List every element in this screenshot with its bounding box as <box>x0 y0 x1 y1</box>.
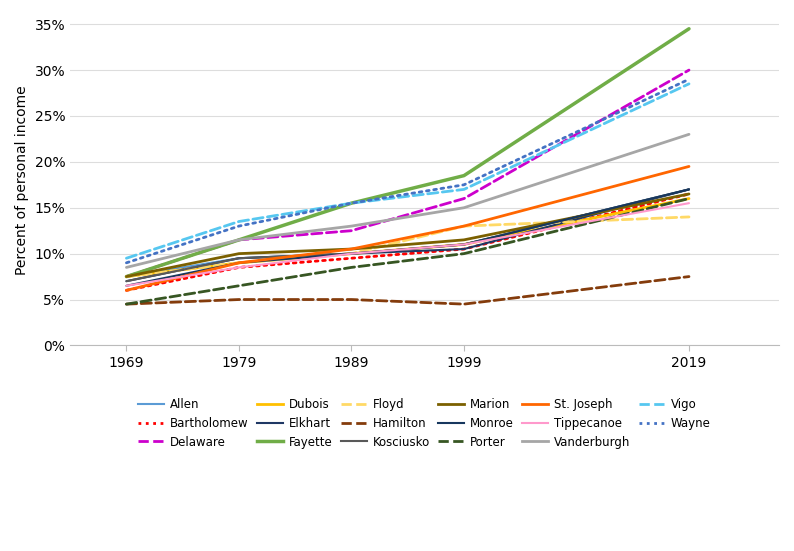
Legend: Allen, Bartholomew, Delaware, Dubois, Elkhart, Fayette, Floyd, Hamilton, Koscius: Allen, Bartholomew, Delaware, Dubois, El… <box>135 395 715 452</box>
Y-axis label: Percent of personal income: Percent of personal income <box>15 85 29 275</box>
